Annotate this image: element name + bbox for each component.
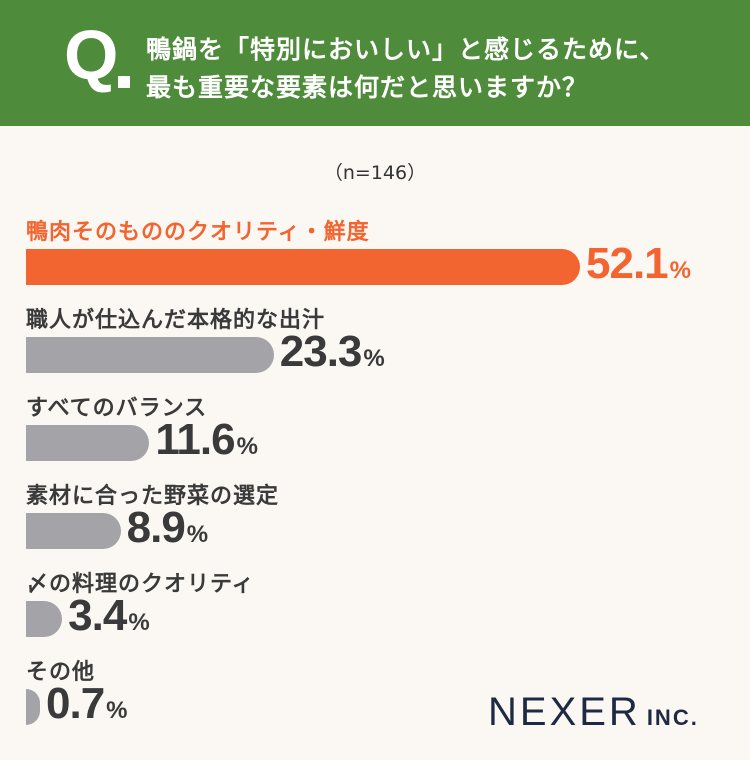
- category-label: 鴨肉そのもののクオリティ・鮮度: [26, 220, 370, 245]
- category-label: その他: [26, 660, 96, 685]
- q-dot: [118, 76, 130, 88]
- value-label: 52.1%: [586, 239, 691, 289]
- question-line-2: 最も重要な要素は何だと思いますか？: [146, 73, 589, 102]
- question-line-1: 鴨鍋を「特別においしい」と感じるために、: [146, 35, 666, 64]
- question-header: Q 鴨鍋を「特別においしい」と感じるために、 最も重要な要素は何だと思いますか？: [0, 0, 750, 126]
- category-label: 職人が仕込んだ本格的な出汁: [26, 308, 326, 333]
- bar: [26, 601, 63, 637]
- value-label: 11.6%: [155, 415, 258, 465]
- bar: [26, 689, 40, 725]
- value-number: 0.7: [46, 679, 105, 728]
- bar: [26, 425, 150, 461]
- value-number: 23.3: [279, 327, 363, 376]
- value-unit: %: [669, 257, 691, 284]
- q-mark: Q: [64, 16, 119, 94]
- bar: [26, 337, 274, 373]
- nexer-logo: NEXER INC.: [488, 690, 699, 735]
- value-number: 11.6: [155, 415, 235, 464]
- value-label: 8.9%: [127, 503, 209, 553]
- value-label: 23.3%: [280, 327, 385, 377]
- logo-sub: INC.: [646, 705, 699, 730]
- category-label: 〆の料理のクオリティ: [26, 572, 255, 597]
- category-label: 素材に合った野菜の選定: [26, 484, 280, 509]
- value-number: 52.1: [586, 239, 669, 288]
- bar: [26, 249, 580, 285]
- value-label: 3.4%: [68, 591, 150, 641]
- value-unit: %: [128, 609, 150, 636]
- value-unit: %: [236, 433, 258, 460]
- value-number: 3.4: [68, 591, 127, 640]
- value-unit: %: [363, 345, 385, 372]
- value-unit: %: [106, 697, 128, 724]
- value-unit: %: [186, 521, 209, 548]
- sample-size-note: （n=146）: [323, 162, 427, 184]
- value-number: 8.9: [126, 503, 186, 552]
- category-label: すべてのバランス: [26, 396, 208, 421]
- value-label: 0.7%: [46, 679, 128, 729]
- logo-main: NEXER: [488, 690, 641, 734]
- bar: [26, 513, 121, 549]
